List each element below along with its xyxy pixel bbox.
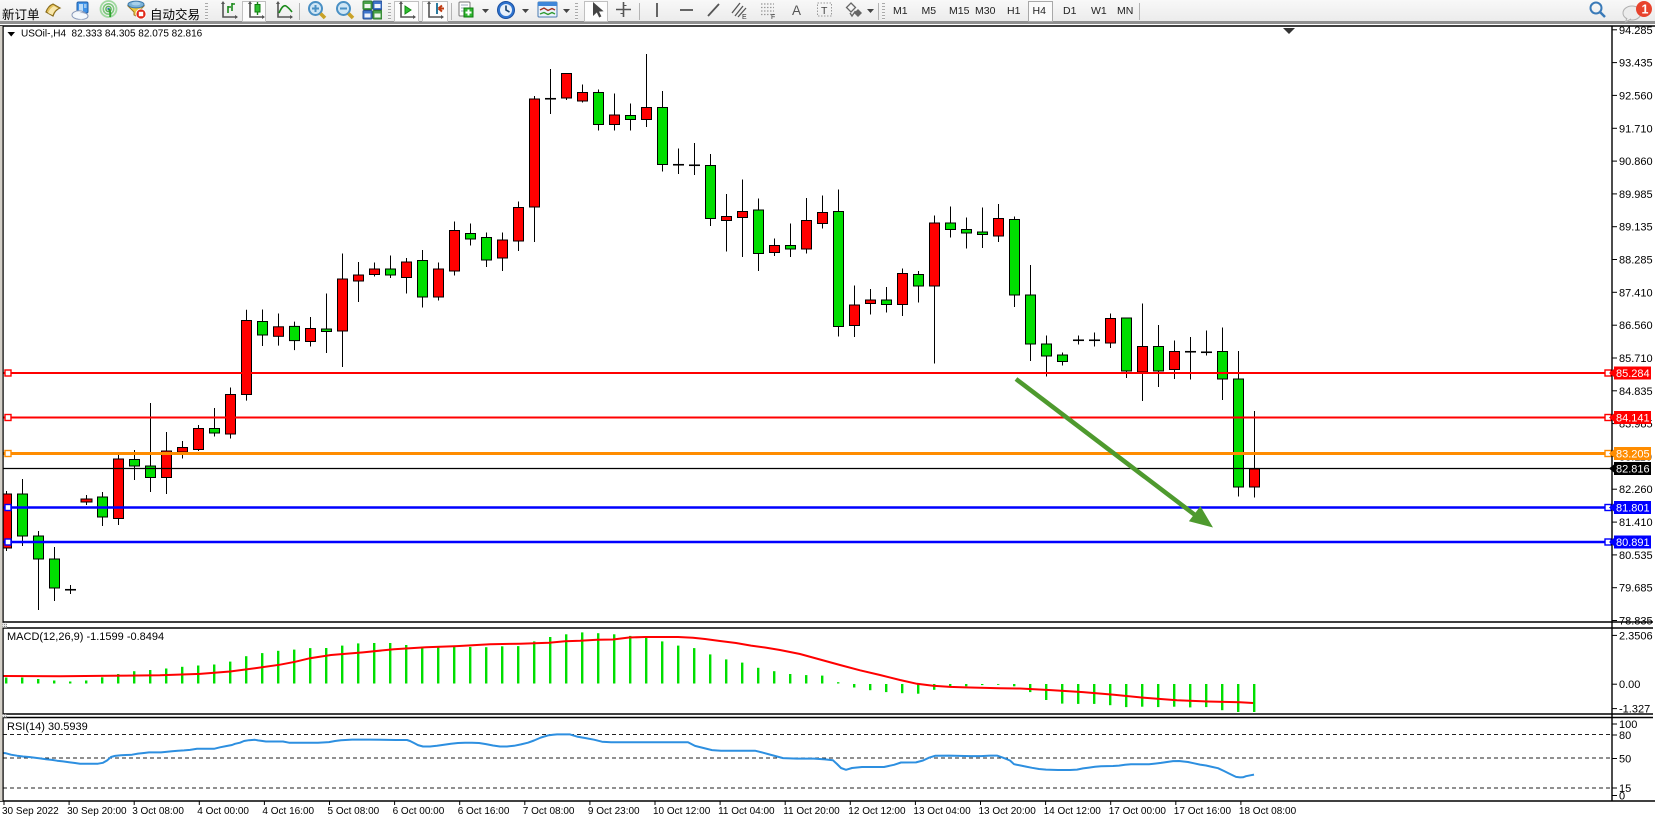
svg-text:50: 50 — [1619, 754, 1631, 766]
svg-text:80: 80 — [1619, 730, 1631, 742]
svg-text:80.891: 80.891 — [1616, 537, 1650, 549]
svg-text:100: 100 — [1619, 719, 1637, 731]
svg-text:14 Oct 12:00: 14 Oct 12:00 — [1044, 806, 1102, 817]
svg-text:89.985: 89.985 — [1619, 189, 1653, 201]
svg-text:6 Oct 00:00: 6 Oct 00:00 — [393, 806, 445, 817]
svg-text:11 Oct 20:00: 11 Oct 20:00 — [783, 806, 840, 817]
svg-text:7 Oct 08:00: 7 Oct 08:00 — [523, 806, 575, 817]
svg-text:84.141: 84.141 — [1616, 413, 1650, 425]
svg-text:17 Oct 16:00: 17 Oct 16:00 — [1174, 806, 1232, 817]
svg-text:78.835: 78.835 — [1619, 616, 1653, 628]
svg-text:10 Oct 12:00: 10 Oct 12:00 — [653, 806, 711, 817]
svg-text:12 Oct 12:00: 12 Oct 12:00 — [848, 806, 906, 817]
svg-text:87.410: 87.410 — [1619, 287, 1653, 299]
svg-text:81.410: 81.410 — [1619, 517, 1653, 529]
svg-text:90.860: 90.860 — [1619, 156, 1653, 168]
svg-text:30 Sep 20:00: 30 Sep 20:00 — [67, 806, 127, 817]
svg-text:USOil-,H4 82.333 84.305 82.07: USOil-,H4 82.333 84.305 82.075 82.816 — [21, 29, 203, 40]
svg-text:0: 0 — [1619, 791, 1625, 803]
svg-text:9 Oct 23:00: 9 Oct 23:00 — [588, 806, 640, 817]
svg-text:91.710: 91.710 — [1619, 123, 1653, 135]
svg-text:82.260: 82.260 — [1619, 484, 1653, 496]
svg-text:2.3506: 2.3506 — [1619, 630, 1653, 642]
svg-text:92.560: 92.560 — [1619, 90, 1653, 102]
svg-text:13 Oct 20:00: 13 Oct 20:00 — [979, 806, 1037, 817]
svg-text:3 Oct 08:00: 3 Oct 08:00 — [132, 806, 184, 817]
svg-text:0.00: 0.00 — [1619, 679, 1640, 691]
svg-text:5 Oct 08:00: 5 Oct 08:00 — [328, 806, 380, 817]
svg-text:85.710: 85.710 — [1619, 353, 1653, 365]
svg-text:MACD(12,26,9) -1.1599 -0.8494: MACD(12,26,9) -1.1599 -0.8494 — [7, 631, 164, 643]
svg-text:93.435: 93.435 — [1619, 58, 1653, 70]
svg-text:79.685: 79.685 — [1619, 583, 1653, 595]
svg-text:81.801: 81.801 — [1616, 503, 1650, 515]
svg-text:94.285: 94.285 — [1619, 25, 1653, 37]
svg-text:88.285: 88.285 — [1619, 255, 1653, 267]
svg-text:83.205: 83.205 — [1616, 449, 1650, 461]
svg-text:84.835: 84.835 — [1619, 386, 1653, 398]
svg-text:15: 15 — [1619, 783, 1631, 795]
svg-text:86.560: 86.560 — [1619, 320, 1653, 332]
svg-text:T: T — [821, 5, 828, 17]
svg-text:-1.327: -1.327 — [1619, 704, 1650, 716]
svg-text:18 Oct 08:00: 18 Oct 08:00 — [1239, 806, 1297, 817]
svg-text:F: F — [771, 14, 775, 21]
svg-text:6 Oct 16:00: 6 Oct 16:00 — [458, 806, 510, 817]
svg-text:E: E — [742, 14, 747, 21]
svg-text:RSI(14) 30.5939: RSI(14) 30.5939 — [7, 721, 88, 733]
svg-text:1: 1 — [1642, 3, 1649, 17]
svg-text:82.816: 82.816 — [1616, 464, 1650, 476]
svg-text:89.135: 89.135 — [1619, 222, 1653, 234]
svg-text:80.535: 80.535 — [1619, 550, 1653, 562]
svg-text:11 Oct 04:00: 11 Oct 04:00 — [718, 806, 775, 817]
svg-text:13 Oct 04:00: 13 Oct 04:00 — [913, 806, 971, 817]
svg-text:30 Sep 2022: 30 Sep 2022 — [2, 806, 59, 817]
svg-text:4 Oct 16:00: 4 Oct 16:00 — [262, 806, 314, 817]
svg-text:17 Oct 00:00: 17 Oct 00:00 — [1109, 806, 1167, 817]
svg-text:4 Oct 00:00: 4 Oct 00:00 — [197, 806, 249, 817]
svg-text:85.284: 85.284 — [1616, 368, 1650, 380]
